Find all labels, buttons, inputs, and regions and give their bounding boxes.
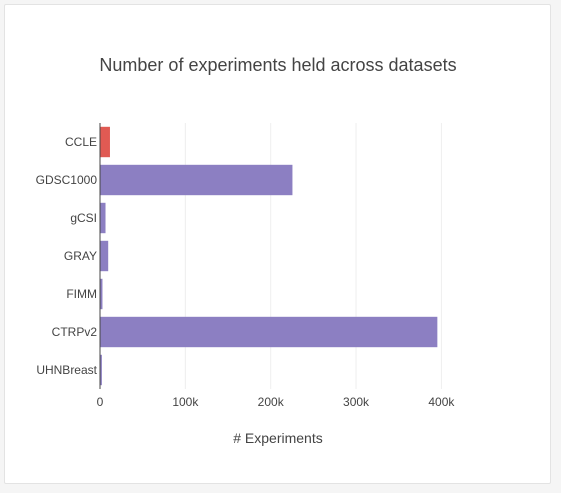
chart-title: Number of experiments held across datase… bbox=[99, 55, 456, 75]
x-axis-title: # Experiments bbox=[233, 430, 322, 446]
y-tick-labels: CCLE GDSC1000 gCSI GRAY FIMM CTRPv2 UHNBreast bbox=[36, 135, 98, 377]
bar-gray[interactable] bbox=[100, 241, 108, 271]
x-tick-label: 100k bbox=[172, 395, 199, 409]
x-tick-label: 300k bbox=[343, 395, 370, 409]
y-tick-label: gCSI bbox=[70, 211, 97, 225]
x-tick-label: 200k bbox=[258, 395, 285, 409]
x-tick-label: 400k bbox=[428, 395, 455, 409]
bar-gdsc1000[interactable] bbox=[100, 165, 292, 195]
y-tick-label: GDSC1000 bbox=[36, 173, 98, 187]
y-tick-label: GRAY bbox=[64, 249, 97, 263]
gridlines bbox=[185, 123, 441, 389]
y-tick-label: UHNBreast bbox=[36, 363, 97, 377]
bar-ctrpv2[interactable] bbox=[100, 317, 437, 347]
bar-gcsi[interactable] bbox=[100, 203, 106, 233]
bar-ccle[interactable] bbox=[100, 127, 110, 157]
x-tick-label: 0 bbox=[97, 395, 104, 409]
bars bbox=[100, 127, 437, 385]
y-tick-label: CTRPv2 bbox=[52, 325, 98, 339]
y-tick-label: CCLE bbox=[65, 135, 97, 149]
y-tick-label: FIMM bbox=[66, 287, 97, 301]
x-tick-labels: 0 100k 200k 300k 400k bbox=[97, 395, 456, 409]
